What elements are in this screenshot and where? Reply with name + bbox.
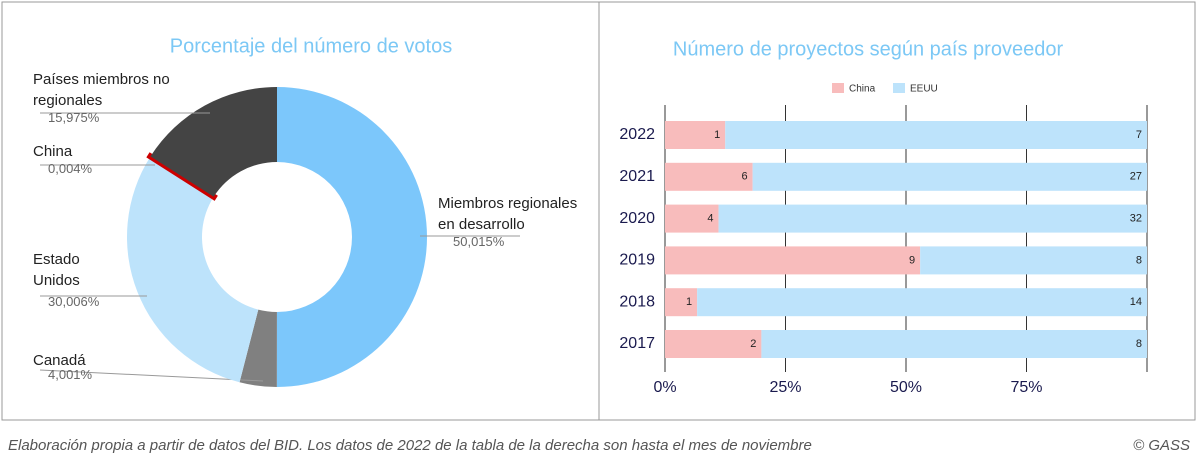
- donut-segment: [146, 152, 218, 201]
- data-label: 14: [1130, 296, 1142, 308]
- bar-segment: [665, 204, 719, 233]
- data-label: 8: [1136, 338, 1142, 350]
- data-label: 8: [1136, 254, 1142, 266]
- bar-segment: [665, 162, 753, 191]
- data-label: 9: [909, 254, 915, 266]
- legend-label: China: [849, 84, 876, 95]
- bar-segment: [761, 330, 1147, 358]
- bar-segment: [920, 246, 1147, 275]
- legend-swatch: [893, 83, 905, 93]
- donut-segment: [276, 87, 428, 388]
- x-tick-label: 0%: [653, 379, 676, 396]
- value-label: 30,006%: [48, 294, 100, 309]
- bar-segment: [697, 288, 1147, 317]
- segment-label: Canadá: [33, 352, 86, 369]
- donut-segment: [127, 156, 259, 383]
- chart-title: Número de proyectos según país proveedor: [673, 38, 1064, 60]
- x-tick-label: 25%: [769, 379, 801, 396]
- segment-label: Países miembros no regionales: [33, 71, 170, 109]
- y-tick-label: 2019: [619, 252, 655, 269]
- data-label: 4: [707, 213, 713, 225]
- data-label: 1: [686, 296, 692, 308]
- data-label: 2: [750, 338, 756, 350]
- data-label: 27: [1130, 171, 1142, 183]
- credit: © GASS: [1133, 437, 1190, 454]
- bar-segment: [752, 162, 1147, 191]
- x-tick-label: 75%: [1010, 379, 1042, 396]
- data-label: 32: [1130, 213, 1142, 225]
- legend-swatch: [832, 83, 844, 93]
- bar-segment: [665, 330, 762, 358]
- value-label: 15,975%: [48, 110, 100, 125]
- segment-label: China: [33, 143, 73, 160]
- y-tick-label: 2022: [619, 126, 655, 143]
- donut-segment: [150, 87, 277, 197]
- y-tick-label: 2017: [619, 335, 655, 352]
- data-label: 7: [1136, 129, 1142, 141]
- y-tick-label: 2018: [619, 293, 655, 310]
- bar-segment: [665, 121, 726, 149]
- legend-label: EEUU: [910, 84, 938, 95]
- bar-segment: [665, 288, 698, 317]
- bar-segment: [665, 246, 921, 275]
- value-label: 50,015%: [453, 234, 505, 249]
- segment-label: Estado Unidos: [33, 251, 80, 289]
- value-label: 4,001%: [48, 367, 93, 382]
- footnote: Elaboración propia a partir de datos del…: [8, 437, 812, 454]
- chart-title: Porcentaje del número de votos: [170, 35, 452, 57]
- data-label: 1: [714, 129, 720, 141]
- value-label: 0,004%: [48, 161, 93, 176]
- bar-segment: [725, 121, 1147, 149]
- bar-segment: [718, 204, 1147, 233]
- x-tick-label: 50%: [890, 379, 922, 396]
- leader-line: [39, 369, 264, 382]
- y-tick-label: 2020: [619, 210, 655, 227]
- segment-label: Miembros regionales en desarrollo: [438, 195, 578, 233]
- y-tick-label: 2021: [619, 168, 655, 185]
- data-label: 6: [742, 171, 748, 183]
- donut-segment: [239, 309, 277, 387]
